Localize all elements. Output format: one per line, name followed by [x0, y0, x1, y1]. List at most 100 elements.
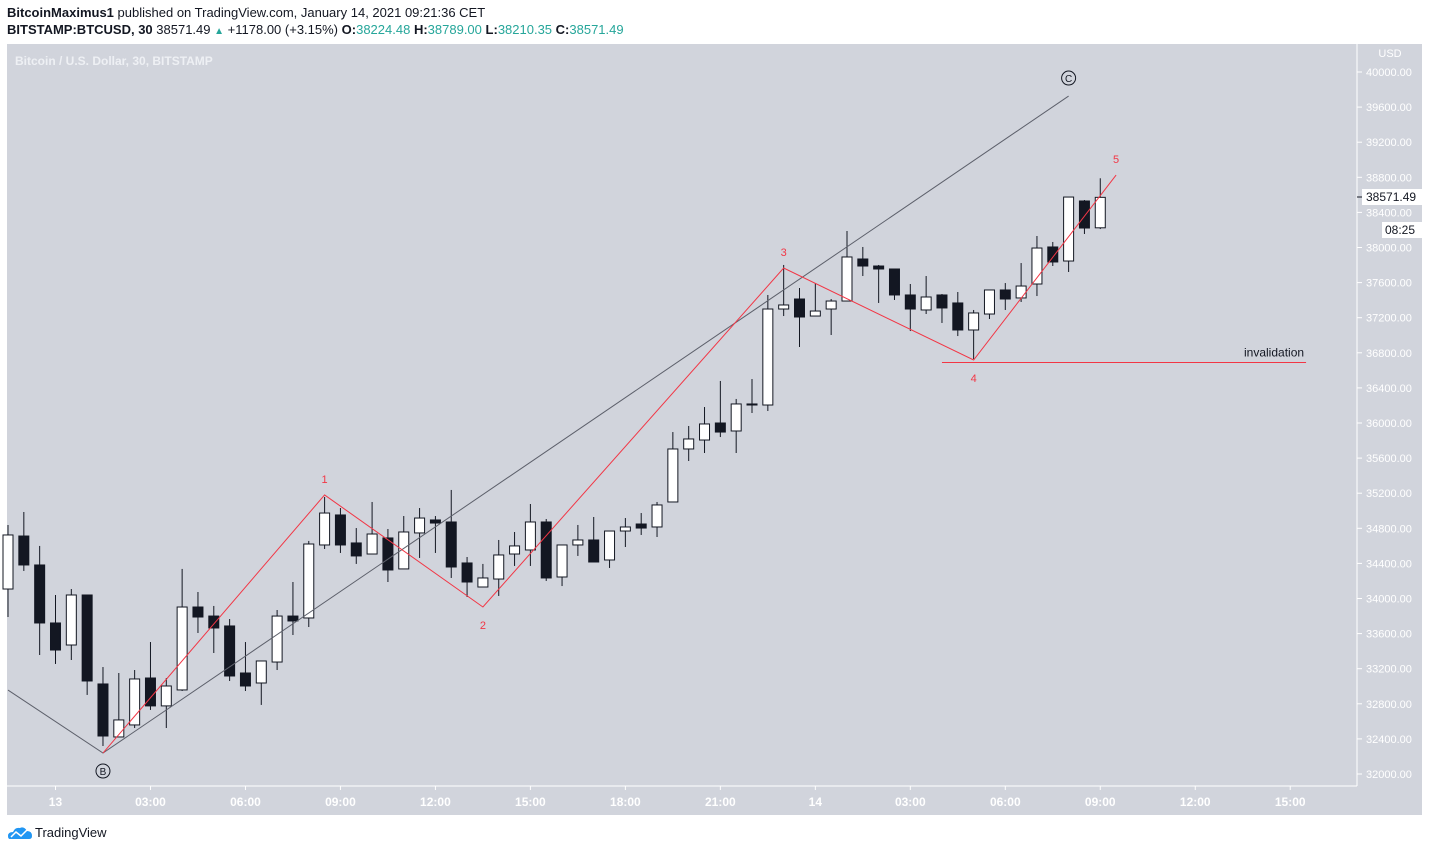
candle-up	[2, 524, 14, 618]
candle-down	[287, 582, 299, 636]
time-axis[interactable]: 13 03:00 06:00 09:00 12:00 15:00 18:00 21:00 14 0…	[49, 786, 1306, 809]
wave-circle-label: C	[1065, 74, 1072, 85]
candle-body	[1094, 196, 1106, 229]
candle-body	[794, 298, 805, 318]
wave-label: 3	[781, 247, 787, 259]
wave-label: 5	[1113, 154, 1119, 166]
open-value: 38224.48	[356, 22, 411, 37]
tradingview-logo[interactable]: TradingView	[8, 825, 107, 840]
time-tick-label: 15:00	[515, 795, 546, 809]
candle-body	[1078, 200, 1090, 229]
wave-circle	[95, 763, 111, 779]
candle-down	[1047, 241, 1059, 267]
candle-up	[524, 503, 536, 566]
candle-body	[477, 577, 489, 588]
price-tick-label: 38400.00	[1366, 207, 1412, 219]
candle-body	[1047, 246, 1059, 263]
candle-body	[651, 504, 663, 528]
price-tick-label: 33200.00	[1366, 664, 1412, 676]
price-tick-label: 32400.00	[1366, 734, 1412, 746]
price-change: +1178.00 (+3.15%)	[227, 22, 339, 37]
low-value: 38210.35	[497, 22, 553, 37]
high-label: H:	[413, 22, 428, 37]
candle-body	[176, 606, 188, 691]
time-tick-label: 03:00	[895, 795, 926, 809]
brand-name: TradingView	[35, 825, 107, 840]
candle-up	[271, 609, 283, 671]
candle-body	[2, 534, 14, 590]
candle-body	[461, 562, 473, 583]
candle-up	[968, 309, 980, 360]
price-axis[interactable]: 32000.00 32400.00 32800.00 33200.00 33600.00…	[1357, 67, 1412, 781]
price-tick-label: 32000.00	[1366, 769, 1412, 781]
last-price-axis-label: 38571.49	[1366, 190, 1416, 204]
candle-up	[667, 432, 679, 503]
candle-body	[208, 615, 220, 629]
open-label: O:	[341, 22, 357, 37]
candle-body	[556, 544, 568, 578]
symbol: BITSTAMP:BTCUSD, 30	[7, 22, 153, 37]
price-tick-label: 32800.00	[1366, 699, 1412, 711]
candle-up	[160, 678, 172, 729]
candle-body	[920, 296, 932, 311]
candle-body	[983, 289, 995, 315]
candle-body	[778, 304, 790, 310]
candle-body	[604, 530, 616, 561]
candle-up	[1094, 178, 1106, 230]
candle-body	[129, 678, 141, 726]
candle-down	[540, 518, 552, 581]
candle-down	[97, 667, 109, 747]
price-tick-label: 40000.00	[1366, 67, 1412, 79]
candle-body	[239, 672, 251, 687]
close-value: 38571.49	[569, 22, 624, 37]
candle-up	[1031, 236, 1043, 297]
wave-label: 4	[971, 373, 977, 385]
candle-body	[334, 514, 346, 546]
candle-down	[445, 489, 457, 578]
wave-circle-label: B	[100, 767, 107, 778]
tradingview-cloud-icon	[8, 826, 32, 839]
candle-body	[18, 535, 30, 566]
candle-down	[81, 594, 93, 695]
candle-body	[746, 403, 758, 406]
candle-up	[762, 294, 774, 411]
candle-up	[1063, 196, 1075, 272]
candle-up	[983, 289, 995, 320]
chart-background	[7, 44, 1422, 815]
candle-body	[667, 448, 679, 503]
candle-body	[255, 660, 267, 684]
publisher-name[interactable]: BitcoinMaximus1	[7, 5, 114, 20]
last-price: 38571.49	[156, 22, 211, 37]
price-tick-label: 35200.00	[1366, 488, 1412, 500]
candle-down	[714, 380, 726, 438]
candle-body	[888, 268, 900, 296]
time-tick-label: 12:00	[1180, 795, 1211, 809]
candle-body	[429, 519, 441, 524]
candle-down	[18, 511, 30, 571]
candle-body	[857, 258, 869, 267]
high-value: 38789.00	[427, 22, 482, 37]
time-tick-label: 13	[49, 795, 63, 809]
candle-body	[97, 683, 109, 737]
candle-body	[873, 265, 885, 270]
time-tick-label: 18:00	[610, 795, 641, 809]
price-tick-label: 37600.00	[1366, 278, 1412, 290]
last-price-marker: 38571.49 08:25	[1357, 189, 1422, 238]
wave-label: 2	[480, 620, 486, 632]
candle-body	[271, 615, 283, 663]
candle-up	[477, 563, 489, 588]
time-tick-label: 15:00	[1275, 795, 1306, 809]
candle-body	[382, 537, 394, 571]
candle-body	[588, 539, 600, 563]
candle-body	[34, 564, 46, 624]
candle-body	[224, 625, 236, 677]
candle-up	[176, 568, 188, 691]
candle-body	[683, 438, 695, 450]
candle-body	[952, 302, 964, 331]
symbol-legend: BITSTAMP:BTCUSD, 30 38571.49 ▲ +1178.00 …	[7, 22, 624, 37]
candle-body	[904, 294, 916, 310]
candle-body	[65, 594, 77, 646]
candle-down	[1078, 200, 1090, 234]
close-label: C:	[555, 22, 570, 37]
